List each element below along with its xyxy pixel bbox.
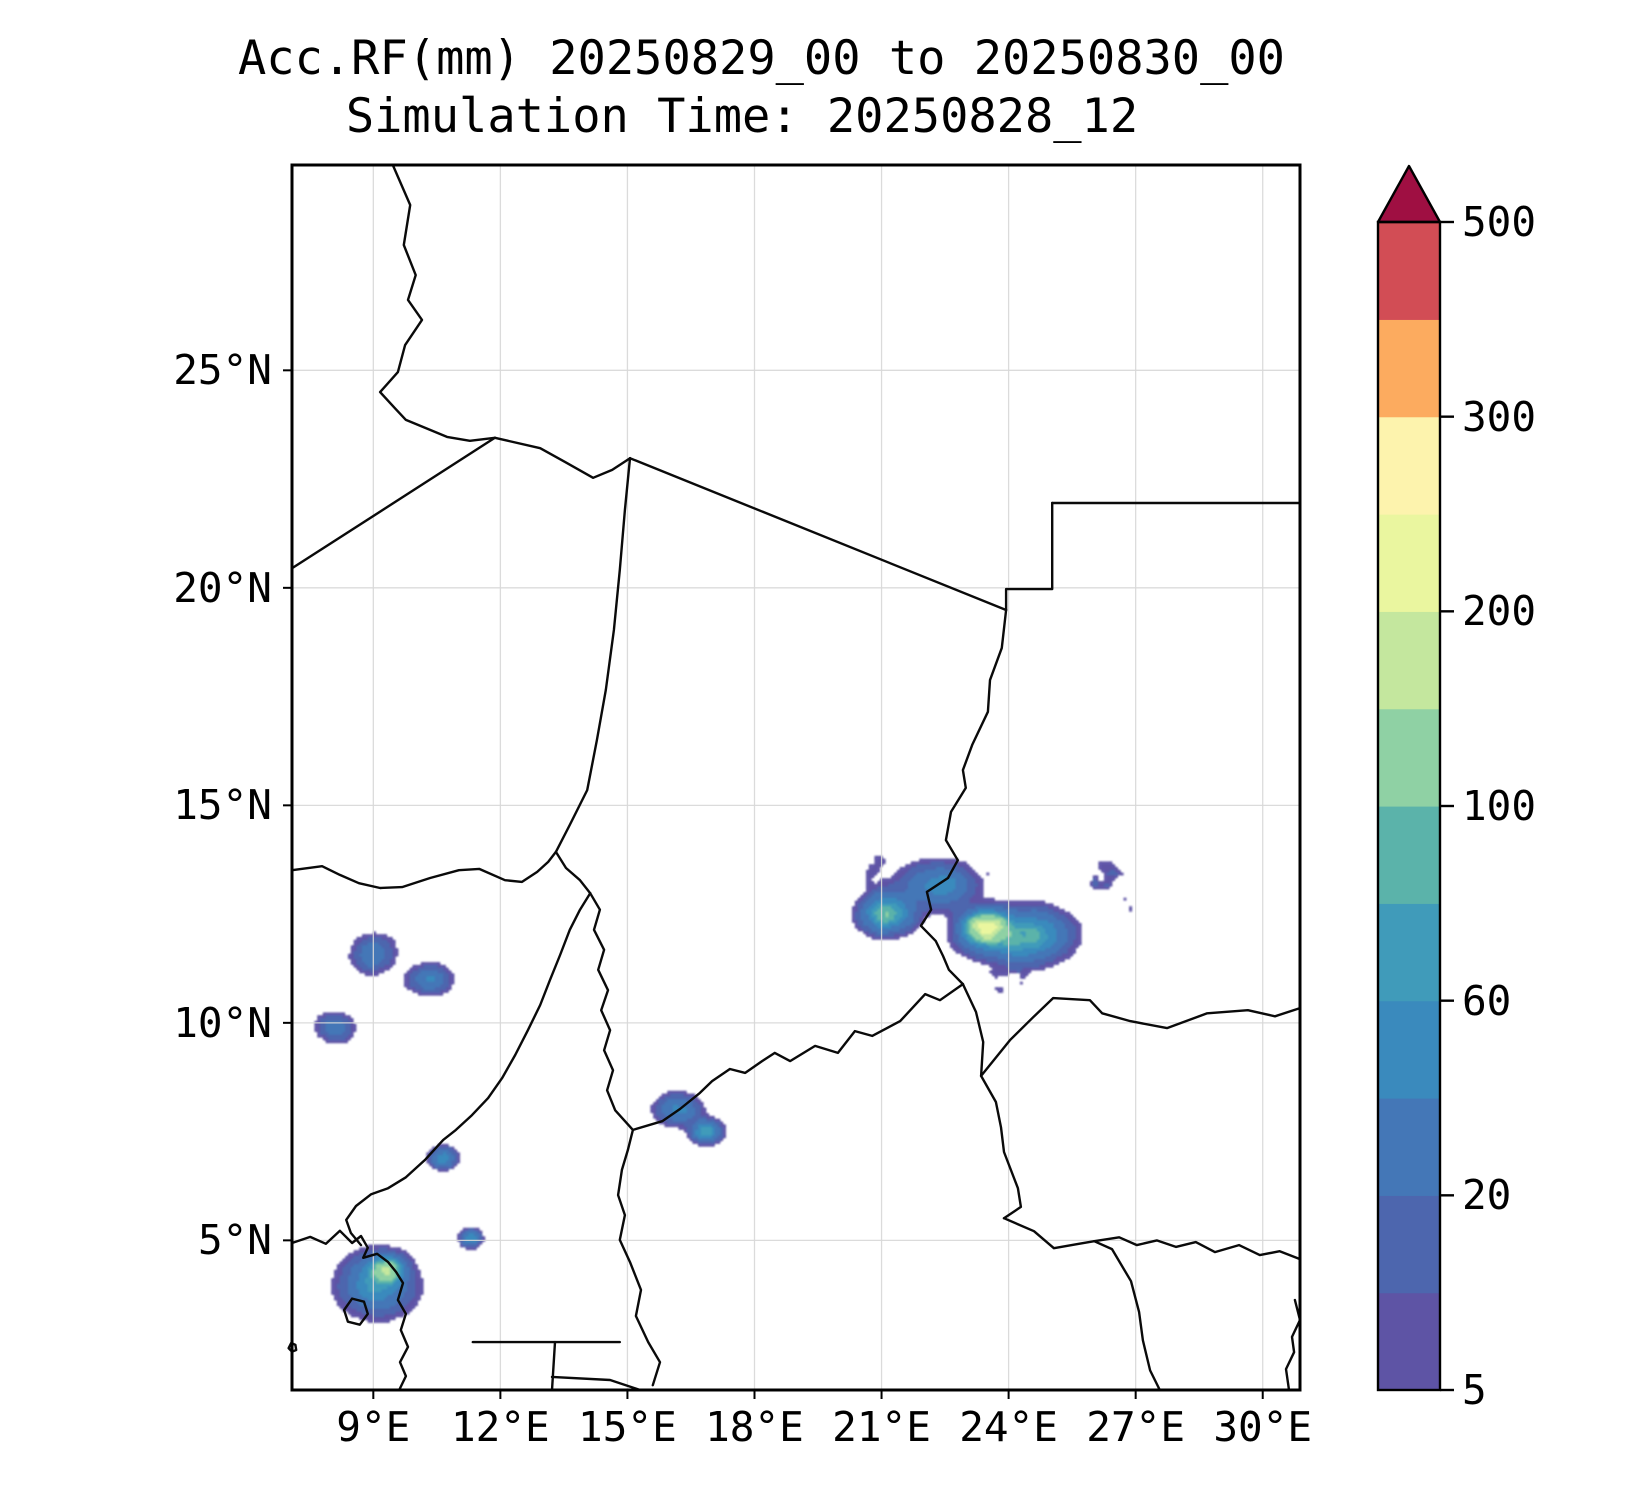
colorbar-label-20: 20 <box>1462 1171 1512 1220</box>
y-tick-label-10N: 10°N <box>173 998 272 1047</box>
colorbar-segment-300 <box>1378 319 1440 418</box>
map-plot-area <box>292 165 1300 1390</box>
x-tick-label-24E: 24°E <box>959 1403 1058 1451</box>
colorbar-segment-400 <box>1378 222 1440 320</box>
plot-subtitle: Simulation Time: 20250828_12 <box>345 89 1139 144</box>
y-tick-label-15N: 15°N <box>173 781 272 830</box>
colorbar-segment-200 <box>1378 514 1440 612</box>
colorbar-label-300: 300 <box>1462 392 1537 441</box>
colorbar-segment-80 <box>1378 806 1440 904</box>
x-tick-label-21E: 21°E <box>832 1403 931 1451</box>
colorbar-segment-60 <box>1378 903 1440 1002</box>
title-block: Acc.RF(mm) 20250829_00 to 20250830_00 Si… <box>238 30 1285 146</box>
colorbar-segment-40 <box>1378 1000 1440 1099</box>
x-tick-label-12E: 12°E <box>451 1403 550 1451</box>
colorbar-segment-20 <box>1378 1098 1440 1196</box>
colorbar-over-arrow <box>1376 164 1442 224</box>
x-tick-label-27E: 27°E <box>1086 1403 1186 1451</box>
colorbar-label-500: 500 <box>1462 198 1537 246</box>
colorbar-segment-5 <box>1378 1292 1440 1391</box>
colorbar-outline <box>1376 220 1442 1392</box>
colorbar-segment-100 <box>1378 708 1440 807</box>
colorbar-segment-150 <box>1378 611 1440 710</box>
colorbar-segment-250 <box>1378 416 1440 515</box>
y-tick-label-25N: 25°N <box>173 346 272 395</box>
colorbar-label-100: 100 <box>1462 782 1537 830</box>
x-tick-label-15E: 15°E <box>578 1403 677 1451</box>
rainfall-field-canvas <box>292 165 1300 1390</box>
colorbar-label-60: 60 <box>1462 976 1512 1025</box>
plot-title: Acc.RF(mm) 20250829_00 to 20250830_00 <box>238 31 1285 86</box>
y-tick-label-20N: 20°N <box>173 563 272 612</box>
colorbar-label-5: 5 <box>1462 1366 1487 1414</box>
x-tick-label-30E: 30°E <box>1213 1403 1313 1451</box>
x-tick-label-18E: 18°E <box>705 1403 804 1451</box>
y-tick-label-5N: 5°N <box>197 1216 272 1265</box>
colorbar-segment-10 <box>1378 1195 1440 1294</box>
colorbar-label-200: 200 <box>1462 587 1537 636</box>
x-tick-label-9E: 9°E <box>336 1403 411 1451</box>
